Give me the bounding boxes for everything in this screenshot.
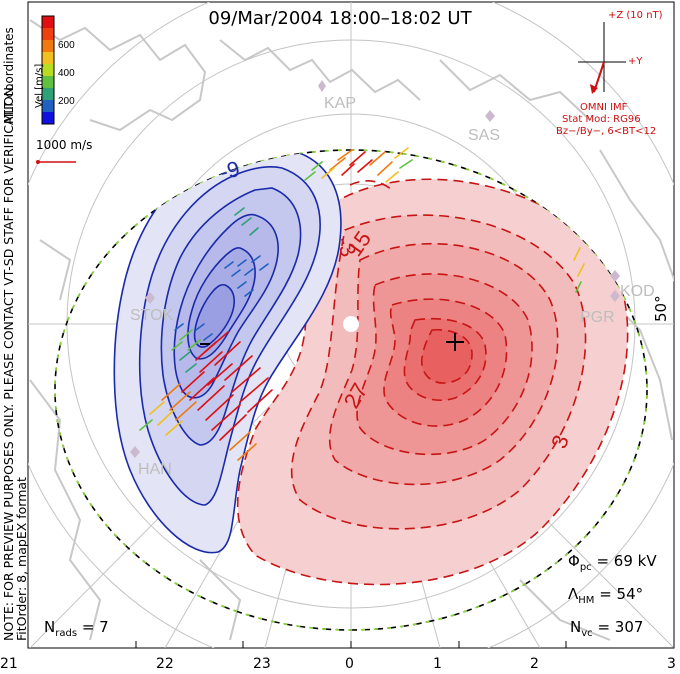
cross-polar-cap-potential: Φpc = 69 kV [568,552,657,573]
positive-potential-cell [236,178,629,586]
station-marker-kod [610,290,620,302]
mlt-tick-2: 2 [530,656,539,672]
geomagnetic-pole-marker [343,316,359,332]
colorbar-tick-600: 600 [58,40,75,51]
phi-symbol: Φ [568,552,580,570]
nrads-value: = 7 [81,618,109,636]
station-label-kod: KOD [620,283,655,300]
station-marker-stok [145,292,155,304]
mlt-tick-22: 22 [156,656,174,672]
mlt-tick-1: 1 [433,656,442,672]
nvc-subscript: vc [581,628,593,639]
mlt-tick-0: 0 [345,656,354,672]
speed-scale-label: 1000 m/s [36,138,93,152]
nvc-value: = 307 [597,618,644,636]
speed-scale-origin [36,160,40,164]
fit-order-label: FitOrder: 8, mapEX format [14,477,29,641]
station-marker-pgr [610,270,620,282]
lambda-symbol: Λ [568,585,579,603]
velocity-colorbar [41,15,55,125]
imf-condition-label: Bz−/By−, 6<BT<12 [556,126,657,137]
imf-magnitude-label: +Z (10 nT) [608,10,663,21]
potential-maximum-marker [446,333,464,351]
nrads-symbol: N [44,618,56,636]
mlt-tick-3: 3 [667,656,676,672]
vector-count: Nvc = 307 [570,618,643,639]
heppner-maynard-boundary-green [54,149,648,631]
station-label-sas: SAS [468,127,500,144]
imf-clock [578,22,626,94]
station-label-stok: STOK [130,307,174,324]
latitude-label: 50° [652,295,670,322]
nrads-subscript: rads [55,628,78,639]
imf-y-axis-label: +Y [628,56,643,67]
station-label-kap: KAP [324,95,356,112]
coastlines [29,19,674,641]
mlt-tick-marks [27,641,675,648]
nvc-symbol: N [570,618,582,636]
hm-boundary-latitude: ΛHM = 54° [568,585,643,606]
station-marker-han [130,446,140,458]
negative-potential-cell [113,150,342,554]
radar-count: Nrads = 7 [44,618,109,639]
station-marker-kap [318,80,326,92]
lambda-value: = 54° [599,585,644,603]
dayside-contour [349,180,393,191]
station-label-han: HAN [138,461,172,478]
map-title: 09/Mar/2004 18:00–18:02 UT [208,8,472,29]
colorbar-label: Vel [m/s] [34,63,45,108]
phi-value: = 69 kV [596,552,657,570]
phi-subscript: pc [579,562,592,573]
station-label-pgr: PGR [580,309,615,326]
station-marker-sas [485,110,495,122]
colorbar-tick-400: 400 [58,68,75,79]
mlt-tick-21: 21 [0,656,18,672]
radar-sites [130,80,620,458]
stat-model-label: Stat Mod: RG96 [562,114,641,125]
imf-source-label: OMNI IMF [580,102,628,113]
velocity-vectors [139,147,585,461]
lambda-subscript: HM [578,595,595,606]
colorbar-tick-200: 200 [58,96,75,107]
mlt-tick-23: 23 [253,656,271,672]
